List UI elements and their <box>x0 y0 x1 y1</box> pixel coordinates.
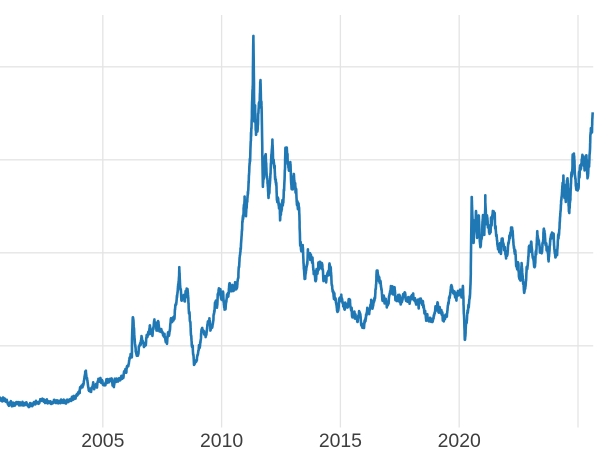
svg-text:2015: 2015 <box>319 430 362 450</box>
svg-text:2005: 2005 <box>81 430 124 450</box>
svg-text:2010: 2010 <box>200 430 243 450</box>
svg-text:2020: 2020 <box>438 430 481 450</box>
